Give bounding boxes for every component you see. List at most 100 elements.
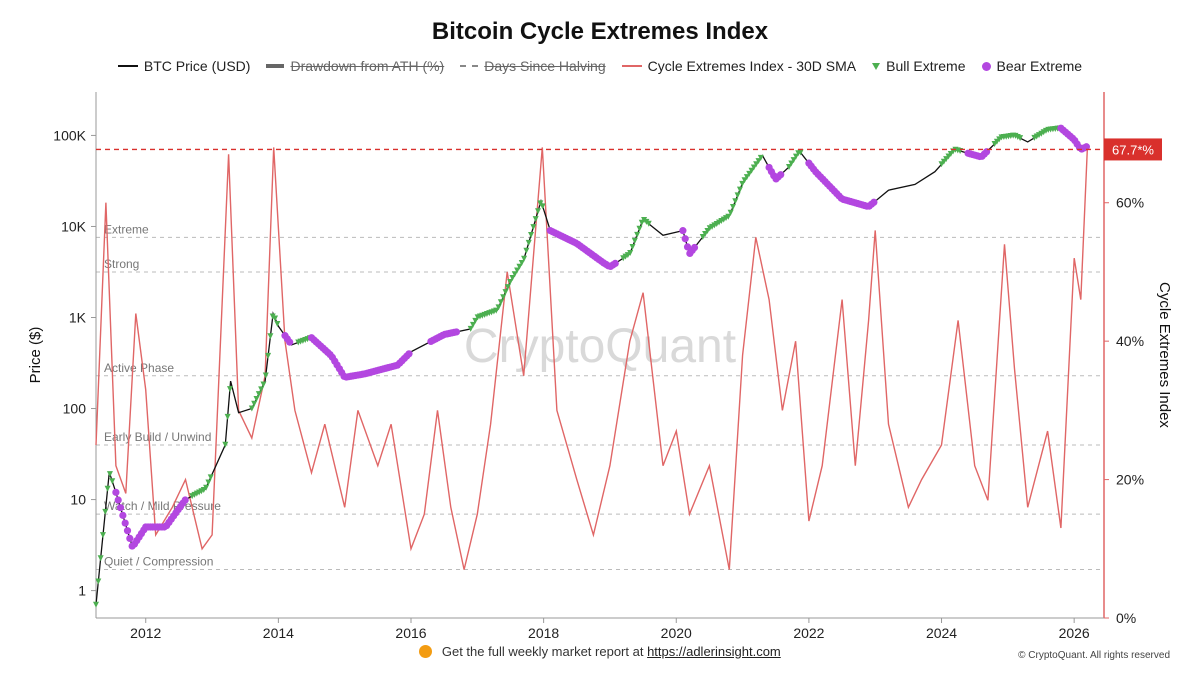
legend: BTC Price (USD) Drawdown from ATH (%) Da… (0, 58, 1200, 74)
bull-extreme-marker (521, 255, 528, 262)
bull-extreme-marker (262, 372, 269, 379)
bull-extreme-marker (502, 289, 509, 296)
bull-extreme-marker (636, 225, 643, 232)
x-tick-label: 2018 (528, 625, 559, 641)
bull-extreme-marker (224, 413, 231, 420)
zone-label: Watch / Mild Pressure (104, 499, 221, 513)
bull-extreme-marker (203, 484, 210, 491)
legend-item-btc-price[interactable]: BTC Price (USD) (117, 58, 250, 74)
bull-extreme-marker (106, 471, 113, 478)
bull-extreme-marker (539, 203, 546, 210)
bull-extreme-marker (629, 243, 636, 250)
y-right-tick-label: 40% (1116, 333, 1144, 349)
bull-extreme-marker (755, 158, 762, 165)
legend-item-cycle-index[interactable]: Cycle Extremes Index - 30D SMA (621, 58, 857, 74)
bull-extreme-marker (788, 160, 795, 167)
bull-extreme-marker (248, 405, 255, 412)
bull-extreme-marker (750, 164, 757, 171)
bull-extreme-marker (727, 209, 734, 216)
bull-extreme-marker (699, 233, 706, 240)
y-left-tick-label: 100K (53, 127, 86, 143)
bull-extreme-marker (1017, 135, 1024, 142)
bear-extreme-marker (123, 527, 132, 535)
legend-swatch-thick (266, 64, 285, 68)
bear-extreme-marker (116, 504, 125, 512)
bull-extreme-marker (93, 601, 99, 608)
bull-extreme-marker (746, 170, 753, 177)
legend-label: Bull Extreme (886, 58, 966, 74)
legend-item-days-since-halving[interactable]: Days Since Halving (460, 58, 606, 74)
bull-extreme-marker (736, 186, 743, 193)
bull-extreme-marker (528, 231, 535, 238)
bull-extreme-marker (258, 386, 265, 393)
dot-icon (981, 61, 991, 71)
bull-extreme-marker (495, 304, 502, 311)
bull-extreme-marker (645, 220, 652, 227)
y-left-tick-label: 1K (69, 309, 87, 325)
footer-link[interactable]: https://adlerinsight.com (647, 644, 781, 659)
y-left-axis-title: Price ($) (27, 327, 44, 384)
bear-extreme-marker (777, 171, 785, 179)
bull-extreme-marker (222, 441, 229, 448)
bull-extreme-marker (253, 395, 260, 402)
bull-extreme-marker (472, 317, 479, 324)
bull-extreme-marker (507, 278, 514, 285)
y-right-tick-label: 20% (1116, 472, 1144, 488)
bull-extreme-marker (493, 307, 500, 314)
bull-extreme-marker (734, 192, 741, 199)
bear-extreme-marker (681, 235, 689, 243)
bull-extreme-marker (792, 153, 799, 160)
legend-label: Cycle Extremes Index - 30D SMA (647, 58, 857, 74)
zone-label: Active Phase (104, 361, 174, 375)
legend-swatch-red-line (621, 65, 642, 67)
bull-extreme-marker (511, 271, 518, 278)
bull-extreme-marker (99, 532, 106, 539)
bull-extreme-marker (207, 474, 214, 481)
bear-extreme-marker (126, 534, 134, 542)
bull-extreme-marker (518, 260, 525, 267)
bull-extreme-marker (530, 224, 537, 231)
bear-extreme-marker (286, 338, 294, 346)
zone-label: Early Build / Unwind (104, 430, 211, 444)
x-tick-label: 2022 (793, 625, 824, 641)
y-left-tick-label: 100 (63, 401, 87, 417)
bull-extreme-marker (532, 216, 539, 223)
bull-extreme-marker (504, 284, 511, 291)
bull-extreme-marker (797, 149, 804, 156)
bear-extreme-marker (611, 259, 619, 267)
y-left-tick-label: 10 (70, 492, 86, 508)
x-tick-label: 2012 (130, 625, 161, 641)
y-left-tick-label: 10K (61, 218, 87, 234)
bull-extreme-marker (205, 479, 212, 486)
bull-extreme-marker (260, 381, 267, 388)
legend-item-drawdown[interactable]: Drawdown from ATH (%) (266, 58, 444, 74)
y-left-tick-label: 1 (78, 583, 86, 599)
zone-label: Extreme (104, 222, 149, 236)
bull-extreme-marker (786, 164, 792, 171)
bull-extreme-marker (102, 508, 109, 515)
bear-extreme-marker (114, 496, 122, 504)
legend-label: Days Since Halving (484, 58, 606, 74)
bull-extreme-marker (104, 485, 111, 492)
orange-circle-icon (419, 645, 433, 658)
bear-extreme-marker (119, 511, 127, 519)
bull-extreme-marker (790, 157, 797, 164)
bull-extreme-marker (514, 267, 521, 274)
legend-item-bear-extreme[interactable]: Bear Extreme (981, 58, 1082, 74)
copyright: © CryptoQuant. All rights reserved (1018, 650, 1170, 661)
bull-extreme-marker (739, 180, 746, 187)
bull-extreme-marker (702, 230, 709, 237)
bull-extreme-marker (255, 391, 262, 398)
bull-extreme-marker (743, 174, 750, 181)
bull-extreme-marker (109, 478, 116, 485)
chart-title: Bitcoin Cycle Extremes Index (431, 18, 769, 45)
bear-extreme-marker (452, 328, 461, 336)
legend-item-bull-extreme[interactable]: Bull Extreme (872, 58, 966, 74)
bear-extreme-marker (405, 350, 413, 358)
bear-extreme-marker (181, 496, 189, 504)
bear-extreme-marker (121, 519, 129, 527)
legend-swatch-dash (460, 65, 479, 67)
bull-extreme-marker (251, 400, 258, 407)
bear-extreme-marker (112, 488, 120, 496)
